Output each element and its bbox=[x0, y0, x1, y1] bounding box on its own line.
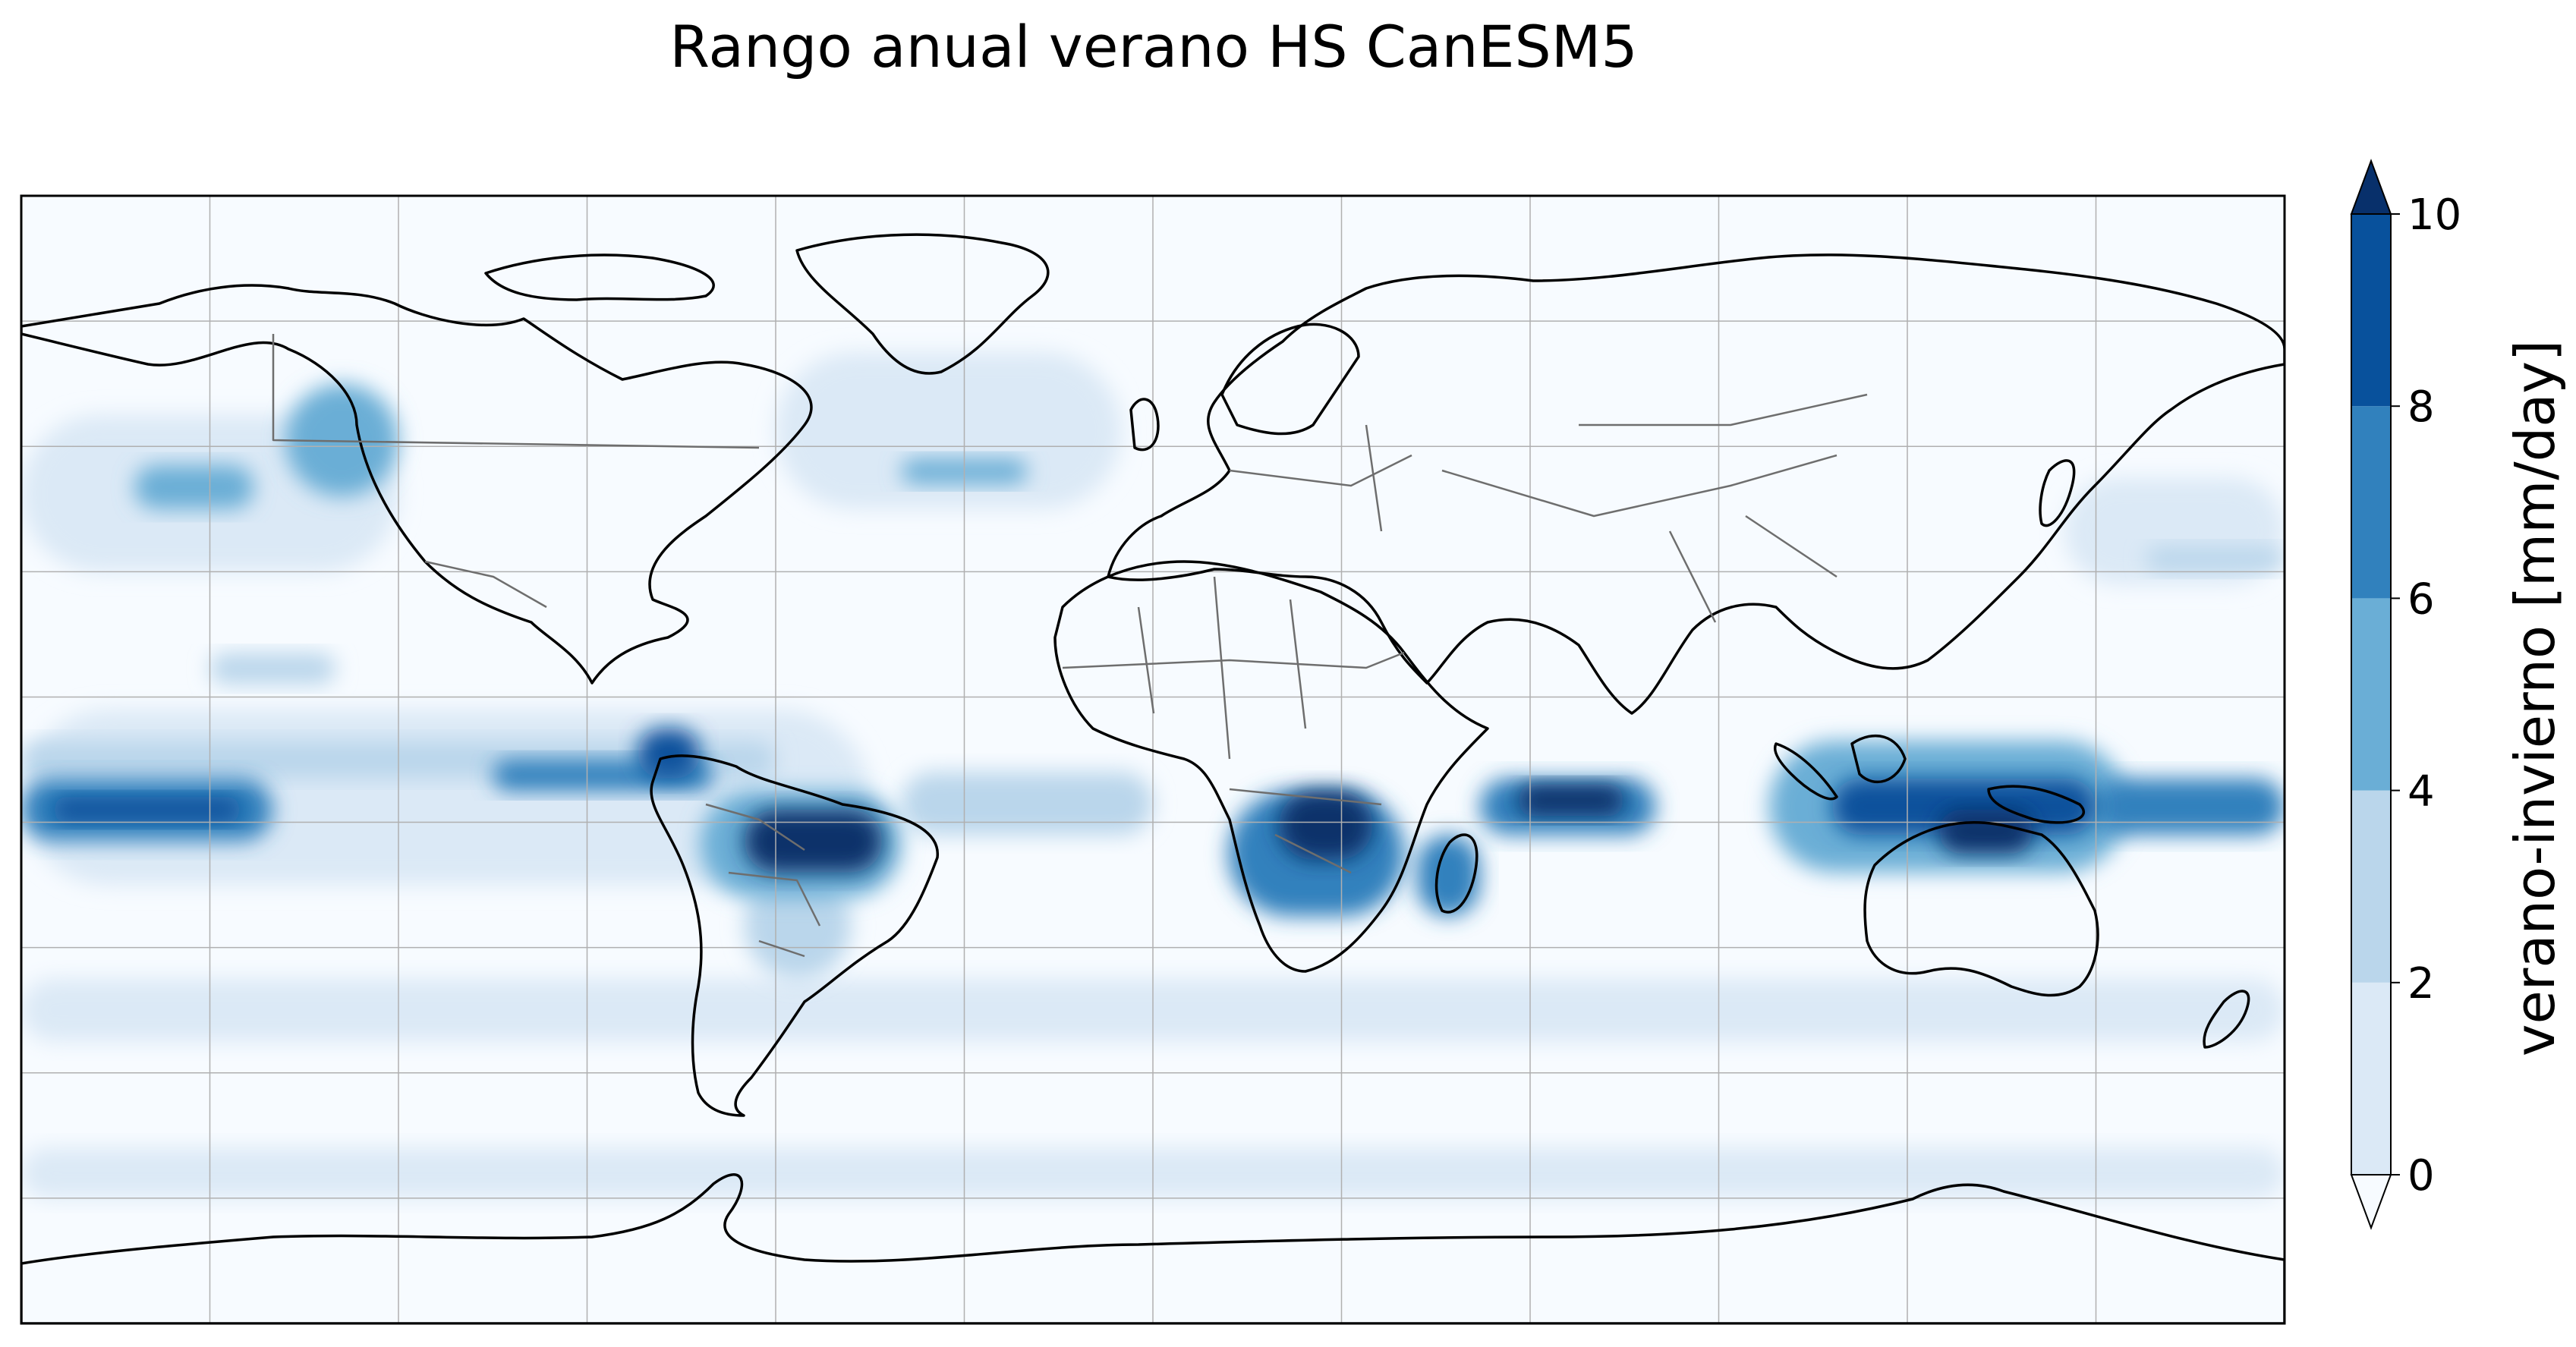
coastline-antarctica bbox=[21, 1173, 2285, 1323]
border-south-america bbox=[705, 803, 821, 958]
colorbar-tick-label: 4 bbox=[2408, 767, 2435, 817]
coastline-australia bbox=[1863, 820, 2099, 997]
coastline-new-zealand bbox=[2203, 990, 2250, 1049]
border-africa bbox=[1062, 576, 1405, 874]
precip-region bbox=[1938, 810, 2033, 854]
chart-title: Rango anual verano HS CanESM5 bbox=[669, 13, 1637, 80]
precip-region bbox=[52, 797, 241, 823]
coastline-north-america bbox=[21, 284, 813, 685]
colorbar-segment bbox=[2351, 406, 2391, 599]
precip-region bbox=[776, 352, 1122, 509]
coastline-south-america bbox=[650, 754, 939, 1117]
precip-region bbox=[134, 464, 254, 509]
coastline-sumatra bbox=[1774, 742, 1838, 801]
precip-region bbox=[1517, 785, 1625, 817]
colorbar-frame bbox=[2351, 213, 2392, 1175]
coastline-africa bbox=[1053, 560, 1489, 973]
coastline-uk bbox=[1129, 398, 1160, 452]
gridlines bbox=[21, 196, 2285, 1323]
coastline-greenland bbox=[795, 233, 1050, 375]
colorbar-extend-max bbox=[2350, 159, 2392, 215]
colorbar-segment bbox=[2351, 790, 2391, 983]
colorbar-label: verano-invierno [mm/day] bbox=[2503, 340, 2567, 1056]
precip-region bbox=[2146, 546, 2285, 572]
colorbar-segment bbox=[2351, 214, 2391, 407]
coastlines bbox=[21, 233, 2285, 1323]
precip-region bbox=[209, 653, 336, 685]
precip-region bbox=[1278, 791, 1373, 861]
map-panel bbox=[20, 194, 2286, 1325]
map-frame bbox=[20, 194, 2286, 1325]
colorbar-segment bbox=[2351, 982, 2391, 1175]
coastline-scandinavia bbox=[1220, 323, 1360, 436]
precip-region bbox=[285, 383, 398, 497]
precip-region bbox=[744, 810, 883, 873]
border-usa-canada bbox=[272, 334, 760, 449]
colorbar-segment bbox=[2351, 598, 2391, 791]
coastline-madagascar bbox=[1434, 833, 1479, 914]
border-usa-mexico bbox=[424, 560, 547, 609]
precip-region bbox=[2096, 778, 2285, 836]
colorbar-tick-label: 6 bbox=[2408, 574, 2435, 624]
colorbar bbox=[2350, 159, 2392, 1230]
colorbar-tick-label: 10 bbox=[2408, 190, 2461, 240]
colorbar-tick-label: 0 bbox=[2408, 1151, 2435, 1201]
border-eurasia bbox=[1229, 393, 1868, 623]
colorbar-tick-label: 8 bbox=[2408, 382, 2435, 432]
colorbar-tick-label: 2 bbox=[2408, 959, 2435, 1009]
colorbar-extend-min bbox=[2350, 1174, 2392, 1230]
coastline-new-guinea bbox=[1987, 785, 2086, 824]
precip-region bbox=[744, 872, 852, 979]
coastline-eurasia bbox=[1107, 253, 2285, 715]
coastline-borneo bbox=[1850, 735, 1907, 783]
precip-region bbox=[637, 728, 701, 779]
coastline-arctic-islands bbox=[484, 253, 715, 301]
coastline-japan bbox=[2039, 459, 2076, 527]
country-borders bbox=[272, 334, 1868, 958]
colorbar-ticks: 0 2 4 6 8 10 bbox=[2391, 190, 2461, 1201]
precip-region bbox=[901, 772, 1153, 836]
precip-region bbox=[1416, 835, 1480, 917]
